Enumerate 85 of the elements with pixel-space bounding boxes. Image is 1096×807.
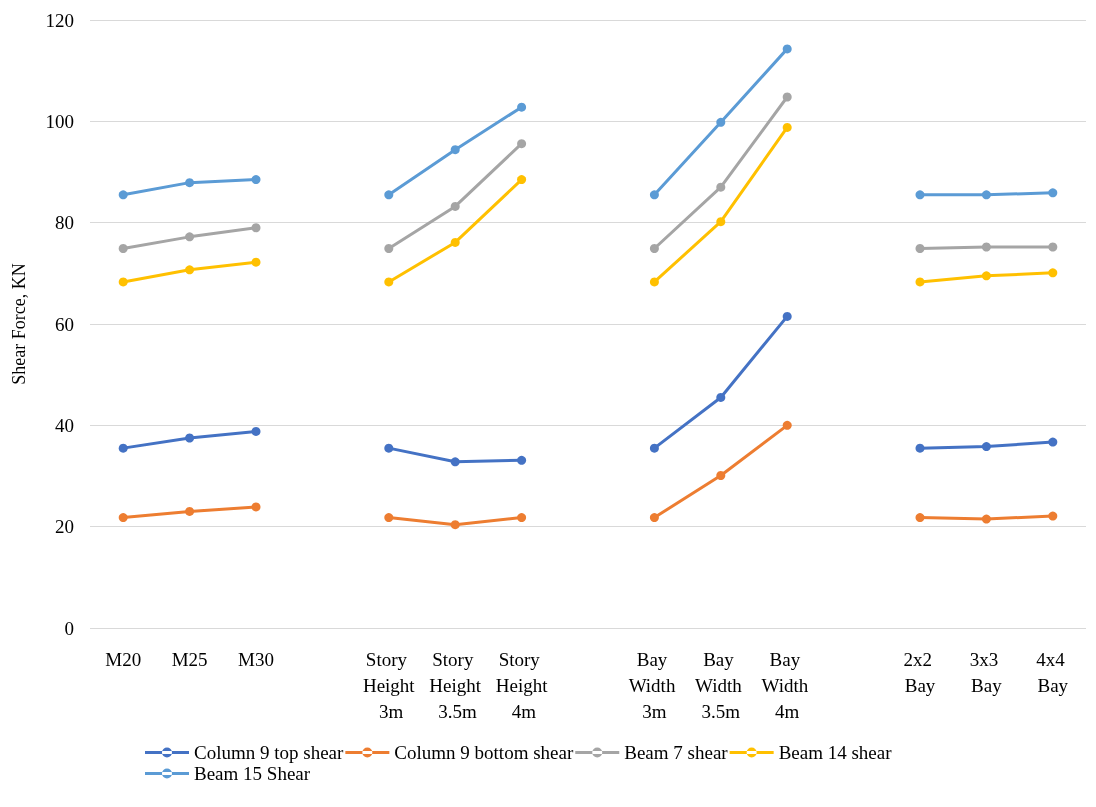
point	[185, 232, 195, 242]
point	[716, 392, 726, 402]
point	[649, 190, 659, 200]
legend-label: Beam 15 Shear	[194, 763, 311, 784]
point	[118, 443, 128, 453]
point	[649, 443, 659, 453]
point	[1048, 242, 1058, 252]
y-tick-label: 60	[55, 313, 74, 335]
x-tick-label: 3x3 Bay	[969, 648, 1004, 696]
point	[450, 201, 460, 211]
point	[915, 190, 925, 200]
point	[981, 190, 991, 200]
x-tick-label: Bay Width 4m	[761, 648, 813, 722]
point	[384, 443, 394, 453]
point	[251, 223, 261, 233]
point	[450, 457, 460, 467]
point	[649, 513, 659, 523]
x-tick-label: 4x4 Bay	[1036, 648, 1070, 696]
point	[981, 442, 991, 452]
point	[185, 433, 195, 443]
point	[649, 244, 659, 253]
point	[915, 513, 925, 523]
x-tick-label: Bay Width 3.5m	[695, 648, 747, 722]
x-tick-label: M20	[105, 648, 142, 670]
point	[1048, 268, 1058, 278]
y-axis-title: Shear Force, KN	[9, 263, 29, 385]
legend-label: Beam 7 shear	[624, 742, 729, 763]
point	[251, 257, 261, 267]
point	[384, 244, 394, 253]
point	[517, 102, 527, 112]
y-tick-label: 120	[45, 9, 74, 31]
point	[716, 471, 726, 480]
point	[185, 178, 195, 188]
point	[450, 520, 460, 530]
point	[782, 311, 792, 321]
point	[517, 513, 527, 523]
y-tick-label: 40	[55, 414, 74, 436]
x-tick-label: Story Height 3.5m	[429, 648, 482, 722]
point	[649, 277, 659, 287]
point	[251, 426, 261, 436]
point	[517, 139, 527, 149]
point	[782, 92, 792, 102]
point	[915, 277, 925, 287]
legend-label: Column 9 bottom shear	[394, 742, 574, 763]
x-tick-label: 2x2 Bay	[903, 648, 937, 696]
point	[981, 514, 991, 524]
point	[118, 244, 128, 253]
point	[450, 145, 460, 155]
y-tick-label: 20	[55, 516, 74, 538]
point	[384, 277, 394, 287]
point	[1048, 188, 1058, 198]
x-tick-label: M25	[171, 648, 208, 670]
point	[981, 271, 991, 281]
point	[118, 190, 128, 200]
point	[1048, 437, 1058, 447]
point	[118, 513, 128, 523]
point	[517, 455, 527, 465]
point	[782, 420, 792, 430]
point	[716, 117, 726, 127]
x-tick-label: Story Height 3m	[362, 648, 416, 722]
x-tick-label: Bay Width 3m	[628, 648, 681, 722]
point	[782, 122, 792, 132]
point	[450, 237, 460, 247]
point	[185, 506, 195, 516]
x-tick-label: Story Height 4m	[495, 648, 549, 722]
point	[981, 242, 991, 252]
point	[118, 277, 128, 287]
legend-label: Beam 14 shear	[778, 742, 893, 763]
point	[517, 175, 527, 185]
point	[384, 190, 394, 200]
point	[384, 513, 394, 523]
y-tick-label: 0	[64, 617, 74, 639]
point	[1048, 511, 1058, 521]
point	[782, 44, 792, 54]
point	[915, 443, 925, 453]
point	[915, 244, 925, 253]
y-tick-label: 80	[55, 212, 74, 234]
legend-label: Column 9 top shear	[194, 742, 345, 763]
point	[251, 175, 261, 185]
point	[185, 265, 195, 275]
point	[716, 217, 726, 227]
point	[251, 502, 261, 512]
x-tick-label: M30	[238, 648, 274, 670]
point	[716, 182, 726, 192]
y-tick-label: 100	[45, 110, 74, 132]
